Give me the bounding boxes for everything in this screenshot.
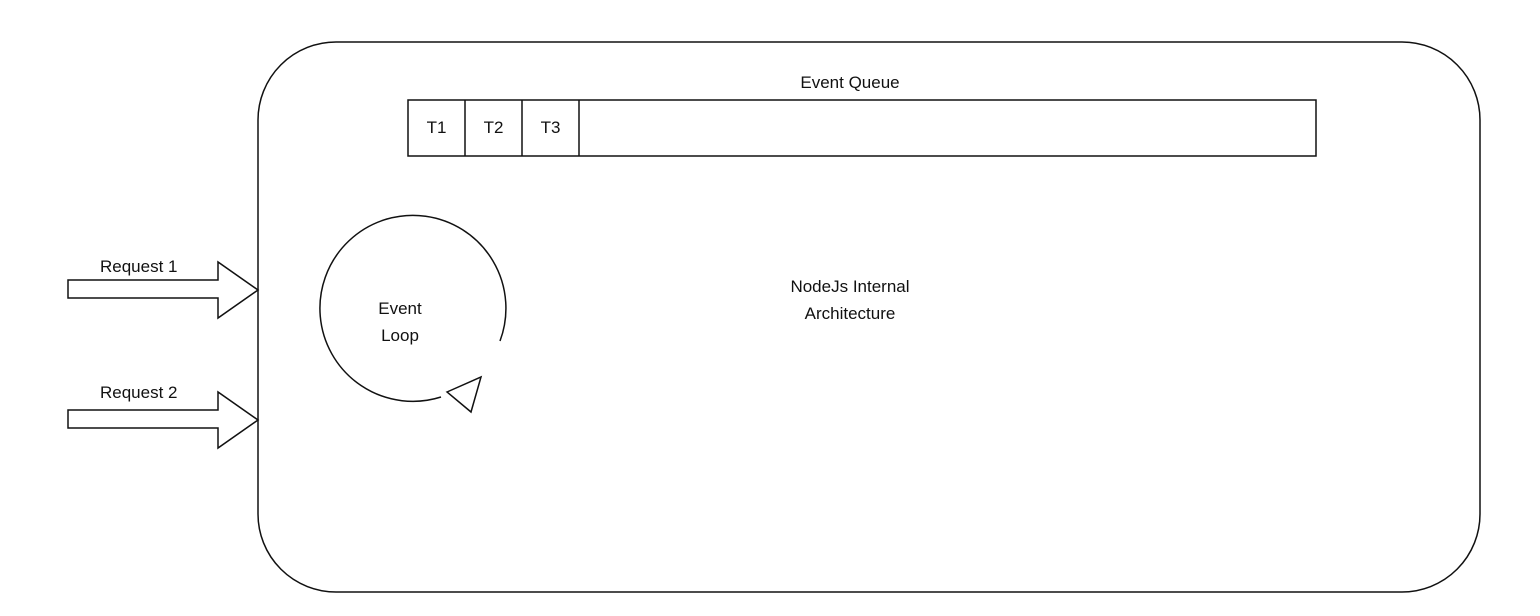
container-label-line1: NodeJs Internal [790,277,910,296]
event-queue-bar [407,99,1317,157]
event-loop-arc [319,214,507,403]
queue-slot-t2: T2 [483,118,504,137]
queue-slot-t3: T3 [540,118,561,137]
event-loop-label-line1: Event [378,299,422,318]
event-queue-title: Event Queue [800,73,900,92]
nodejs-container [257,41,1481,593]
queue-slot-t1: T1 [426,118,447,137]
event-loop-arrowhead-icon [445,375,483,414]
container-label-line2: Architecture [804,304,896,323]
event-loop-label-line2: Loop [381,326,419,345]
request-1-arrow-icon [67,260,260,320]
request-1-label: Request 1 [100,257,178,276]
request-2-arrow-icon [67,390,260,450]
request-2-label: Request 2 [100,383,178,402]
